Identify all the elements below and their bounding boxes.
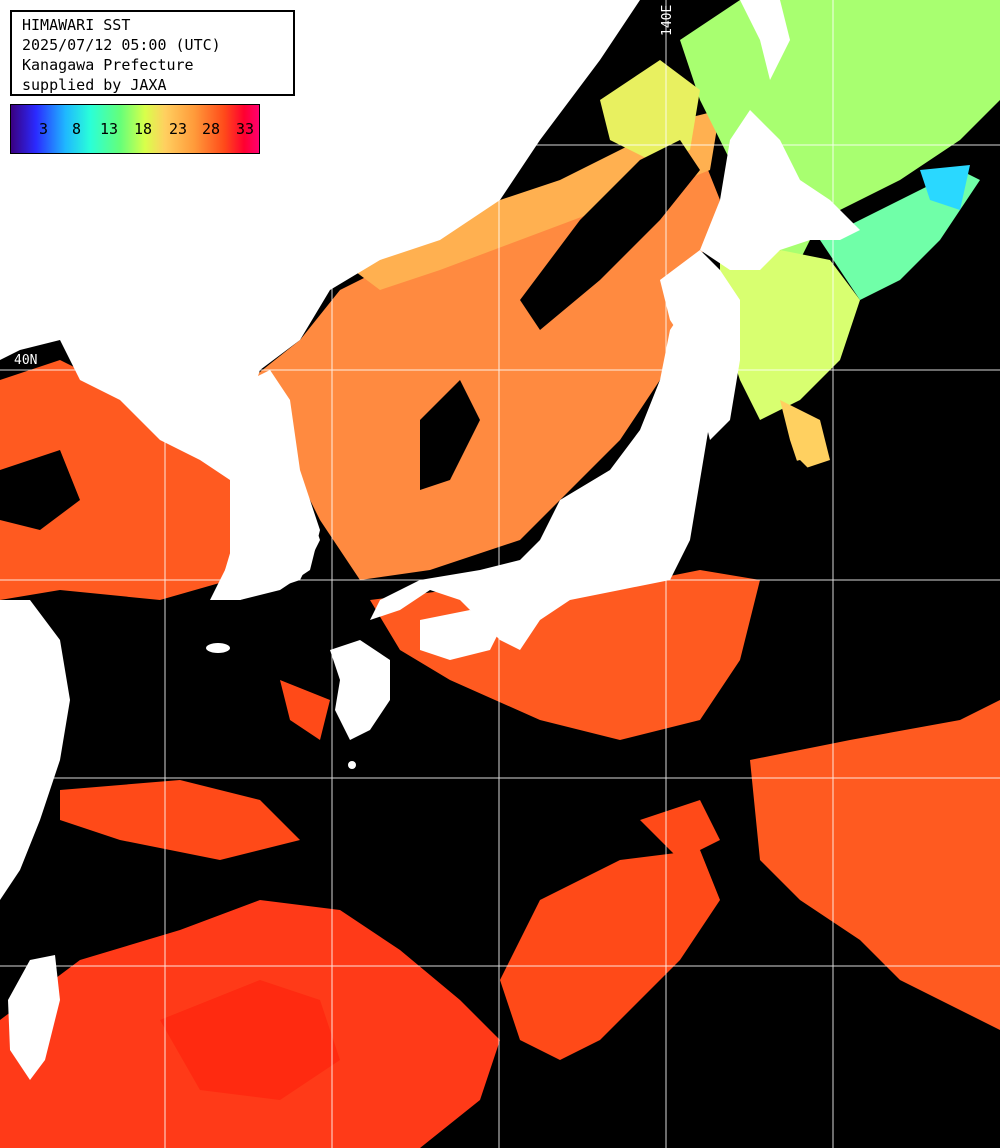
colorbar-label-23: 23 [169, 120, 188, 138]
data-credit: supplied by JAXA [22, 76, 167, 94]
observation-datetime: 2025/07/12 05:00 (UTC) [22, 36, 221, 54]
sst-colorbar: 3 8 13 18 23 28 33 [10, 104, 260, 154]
lat-label-40n: 40N [14, 353, 38, 368]
region-name: Kanagawa Prefecture [22, 56, 194, 74]
colorbar-label-8: 8 [72, 120, 82, 138]
map-title: HIMAWARI SST [22, 16, 131, 34]
colorbar-label-33: 33 [236, 120, 255, 138]
colorbar-label-18: 18 [134, 120, 153, 138]
colorbar-label-3: 3 [39, 120, 49, 138]
lat-label-30n: 30N [20, 761, 44, 776]
cloud-blobs [0, 140, 920, 540]
lon-label-140e: 140E [660, 4, 675, 36]
colorbar-label-13: 13 [100, 120, 119, 138]
info-box: HIMAWARI SST 2025/07/12 05:00 (UTC) Kana… [10, 10, 295, 96]
colorbar-label-28: 28 [202, 120, 221, 138]
